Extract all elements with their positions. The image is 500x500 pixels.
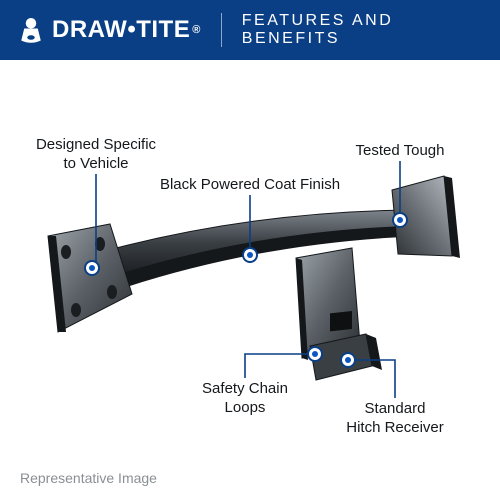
header-bar: DRAW•TITE ® FEATURES AND BENEFITS bbox=[0, 0, 500, 60]
diagram-canvas: Designed Specific to VehicleBlack Powere… bbox=[0, 60, 500, 500]
callout-finish: Black Powered Coat Finish bbox=[160, 176, 340, 195]
header-subtitle: FEATURES AND BENEFITS bbox=[242, 12, 484, 48]
registered-mark: ® bbox=[192, 24, 201, 36]
callout-receiver: Standard Hitch Receiver bbox=[346, 400, 444, 438]
callout-tested: Tested Tough bbox=[356, 142, 445, 161]
callout-designed: Designed Specific to Vehicle bbox=[36, 136, 156, 174]
footer-note: Representative Image bbox=[20, 470, 157, 486]
hitch-ball-icon bbox=[16, 15, 46, 45]
header-divider bbox=[221, 13, 222, 47]
logo-text: DRAW•TITE bbox=[52, 16, 190, 44]
callout-loops: Safety Chain Loops bbox=[202, 380, 288, 418]
brand-logo: DRAW•TITE ® bbox=[16, 15, 201, 45]
